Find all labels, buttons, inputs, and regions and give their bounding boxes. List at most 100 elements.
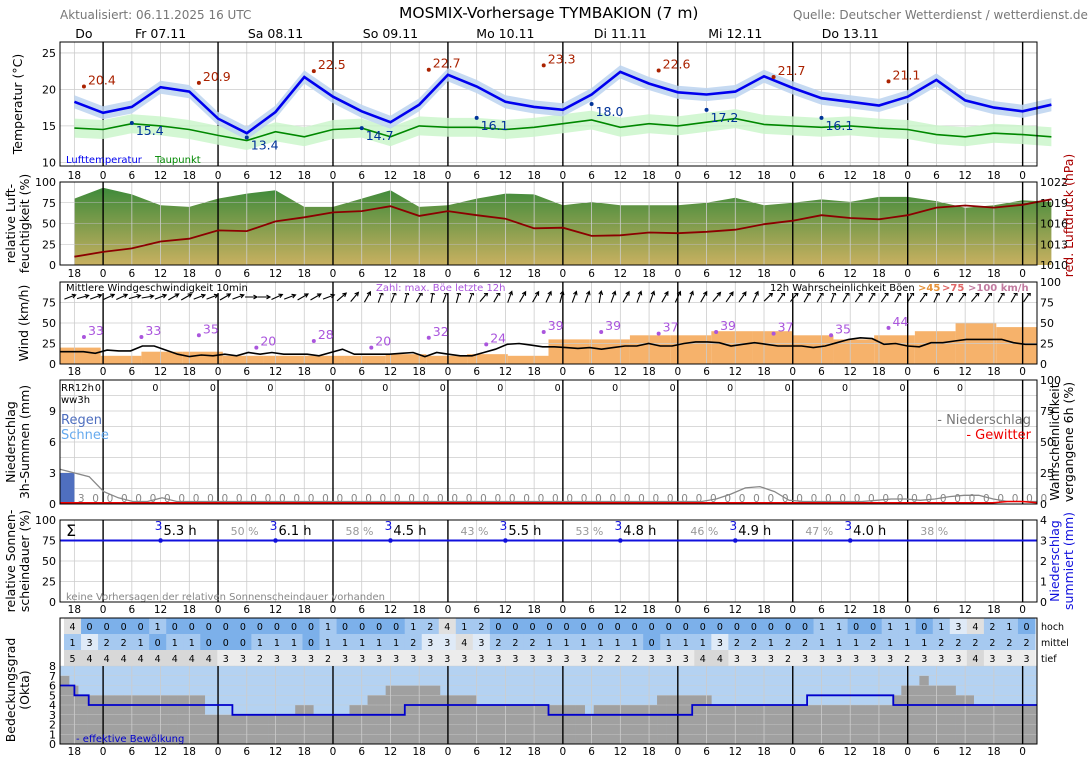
cloud-mittel-value: 2	[870, 638, 876, 649]
temp-extreme-label: 18.0	[596, 104, 624, 119]
cloud-tief-value: 3	[223, 654, 229, 665]
cloud-mittel-cell	[626, 634, 644, 650]
wind-frame	[59, 281, 1038, 365]
cloud-tief-cell	[302, 650, 321, 666]
wind-direction-arrow	[363, 290, 371, 303]
wind-hour-tick: 18	[872, 366, 885, 378]
cloud-tief-value: 3	[291, 654, 297, 665]
cloud-total-bar	[657, 695, 667, 744]
cloud-tief-cell	[609, 650, 627, 666]
cloud-hour-tick: 6	[128, 746, 135, 758]
rr12-value: 0	[95, 383, 101, 394]
cloud-hoch-cell	[149, 618, 167, 634]
cloud-hoch-value: 0	[768, 622, 774, 633]
cloud-hour-tick: 6	[933, 746, 940, 758]
cloud-mittel-cell	[1000, 634, 1019, 650]
daily-precip-sum: 3	[155, 519, 163, 533]
cloud-tief-value: 3	[938, 654, 944, 665]
cloud-mittel-cell	[966, 634, 985, 650]
cloud-hoch-cell	[932, 618, 951, 634]
cloud-hoch-cell	[472, 618, 491, 634]
cloud-hoch-cell	[387, 618, 406, 634]
wind-direction-arrow	[128, 293, 142, 300]
cloud-total-bar	[467, 695, 477, 744]
cloud-hoch-cell	[558, 618, 576, 634]
cloud-tief-cell	[966, 650, 985, 666]
cloud-tief-cell	[336, 650, 355, 666]
cloud-mittel-value: 1	[172, 638, 178, 649]
cloud-mittel-cell	[506, 634, 525, 650]
gust-probability-bar	[507, 355, 549, 364]
cloud-hoch-value: 0	[751, 622, 757, 633]
gust-probability-bar	[629, 335, 671, 364]
temp-hour-tick: 6	[933, 170, 940, 182]
sun-hour-tick: 18	[642, 604, 655, 616]
temp-extreme-marker	[771, 75, 776, 80]
wind-direction-arrow	[76, 293, 90, 300]
temp-hour-tick: 6	[128, 170, 135, 182]
cloud-total-bar	[159, 695, 169, 744]
cloud-tief-value: 3	[512, 654, 518, 665]
cloud-hoch-value: 1	[461, 622, 467, 633]
cloud-row-label: tief	[1041, 654, 1057, 665]
sun-hour-tick: 12	[384, 604, 397, 616]
rr12-value: 0	[670, 383, 676, 394]
cloud-hoch-value: 0	[1023, 622, 1029, 633]
cloud-hoch-cell	[847, 618, 866, 634]
cloud-tief-cell	[558, 650, 576, 666]
day-label: Di 11.11	[594, 26, 647, 41]
daily-sum-marker	[847, 538, 853, 543]
precip-y-tick: 0	[49, 498, 56, 511]
rr12-value: 0	[785, 383, 791, 394]
prob-label-bg	[768, 282, 1034, 293]
daily-sunshine-percent: 46 %	[690, 525, 718, 538]
wind-hour-tick: 6	[703, 366, 710, 378]
gust-max-label: 28	[318, 327, 334, 342]
precip-prob-axis-label: Wahrscheinlichkeitvergangene 6h (%)	[1047, 382, 1076, 502]
hum-hour-tick: 6	[933, 268, 940, 280]
cloud-tief-value: 3	[768, 654, 774, 665]
wind-y-tick: 75	[42, 297, 56, 310]
rain-legend: Regen	[61, 413, 102, 428]
cloud-tief-value: 2	[785, 654, 791, 665]
rr3-value: 0	[638, 493, 645, 505]
precip-frame	[59, 379, 1038, 505]
gust-probability-bar	[182, 351, 223, 364]
temperature-range-band	[74, 65, 1052, 140]
wind-hour-tick: 6	[588, 366, 595, 378]
cloud-total-bar	[249, 714, 260, 744]
cloud-hoch-cell	[81, 618, 99, 634]
cloud-hoch-cell	[915, 618, 934, 634]
rr3-value: 0	[437, 493, 444, 505]
cloud-total-bar	[892, 695, 902, 744]
cloud-tief-cell	[404, 650, 423, 666]
wind-direction-arrow	[271, 293, 284, 300]
cloud-hour-tick: 18	[642, 746, 655, 758]
cloud-tief-value: 3	[649, 654, 655, 665]
rr3-value: 0	[753, 493, 760, 505]
cloud-hoch-cell	[98, 618, 116, 634]
cloud-mittel-cell	[98, 634, 116, 650]
wind-direction-arrow	[350, 291, 360, 302]
cloud-total-bar	[177, 695, 187, 744]
cloud-total-bar	[584, 714, 595, 744]
wind-hour-tick: 18	[757, 366, 770, 378]
rr3-value: 0	[1040, 493, 1047, 505]
cloud-frame	[59, 617, 1038, 745]
precip-y-tick: 9	[49, 405, 56, 418]
cloud-hoch-value: 0	[870, 622, 876, 633]
wind-hour-tick: 18	[298, 366, 311, 378]
sum-y-axis-label: Niederschlagsummiert (mm)	[1047, 512, 1076, 610]
precip-y-tick: 6	[49, 436, 56, 449]
temp-extreme-marker	[244, 135, 249, 140]
cloud-hour-tick: 12	[614, 746, 627, 758]
cloud-mittel-cell	[881, 634, 900, 650]
cloud-hoch-value: 0	[921, 622, 927, 633]
cloud-mittel-cell	[864, 634, 883, 650]
temp-hour-tick: 12	[614, 170, 627, 182]
legend-temperature: Lufttemperatur	[66, 155, 143, 166]
cloud-mittel-cell	[711, 634, 729, 650]
hum-hour-tick: 18	[987, 268, 1000, 280]
temp-extreme-marker	[359, 126, 364, 131]
cloud-tief-cell	[575, 650, 593, 666]
